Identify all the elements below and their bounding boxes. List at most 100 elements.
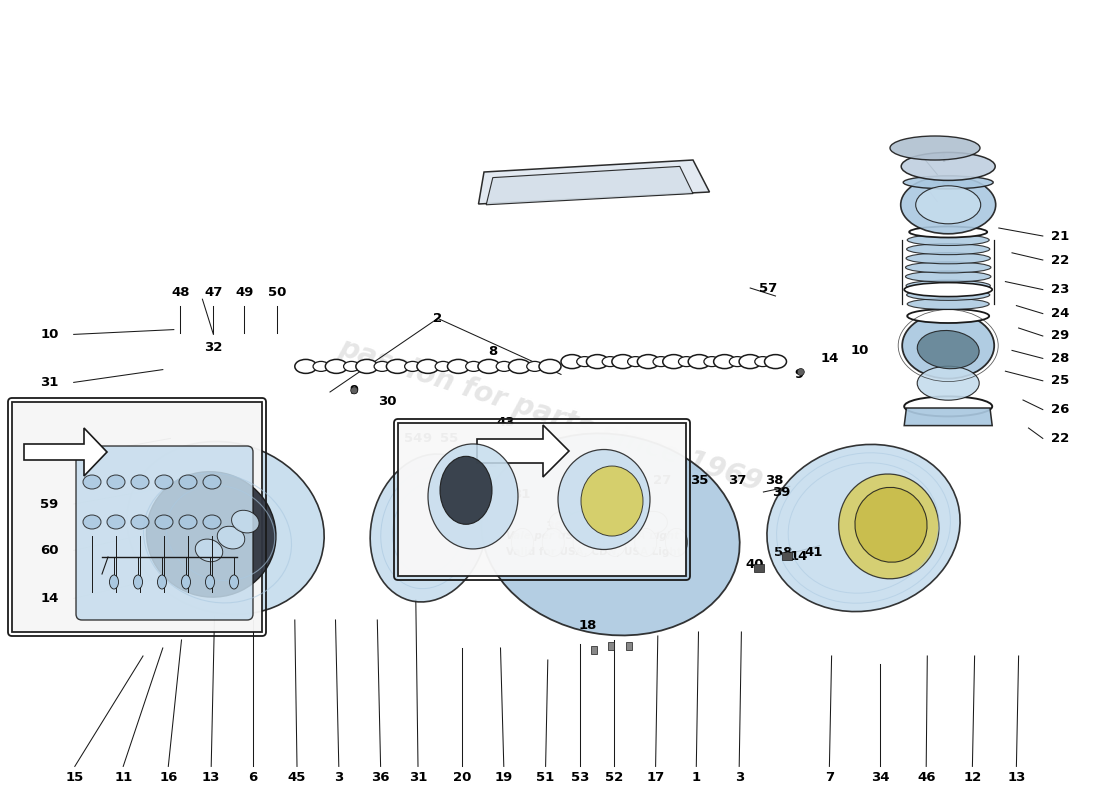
Ellipse shape [838, 474, 939, 578]
Ellipse shape [179, 475, 197, 489]
Ellipse shape [440, 456, 492, 524]
Ellipse shape [568, 511, 595, 534]
Ellipse shape [561, 354, 583, 369]
Ellipse shape [155, 515, 173, 529]
Text: 23: 23 [1052, 283, 1069, 296]
Ellipse shape [496, 362, 513, 371]
Ellipse shape [428, 444, 518, 549]
Ellipse shape [436, 362, 451, 371]
Ellipse shape [417, 359, 439, 374]
Ellipse shape [155, 475, 173, 489]
Ellipse shape [126, 442, 324, 614]
Text: 31: 31 [409, 771, 427, 784]
Ellipse shape [637, 354, 659, 369]
Ellipse shape [182, 575, 190, 589]
Text: 17: 17 [647, 771, 664, 784]
Text: 26: 26 [1052, 403, 1069, 416]
Polygon shape [477, 425, 569, 477]
Text: 35: 35 [691, 474, 708, 486]
Ellipse shape [573, 529, 595, 557]
Ellipse shape [386, 359, 408, 374]
Text: 40: 40 [746, 558, 763, 570]
Ellipse shape [767, 445, 960, 611]
Ellipse shape [581, 466, 644, 536]
Text: 22: 22 [1052, 254, 1069, 266]
Ellipse shape [639, 511, 668, 534]
Ellipse shape [295, 359, 317, 374]
Text: 44: 44 [581, 474, 598, 486]
Ellipse shape [107, 475, 125, 489]
Ellipse shape [448, 359, 470, 374]
Bar [591, 646, 597, 654]
Text: 8: 8 [488, 346, 497, 358]
Ellipse shape [576, 357, 593, 366]
Ellipse shape [131, 515, 149, 529]
Text: 1: 1 [692, 771, 701, 784]
Text: 41: 41 [805, 546, 823, 558]
Ellipse shape [908, 298, 989, 310]
Ellipse shape [351, 387, 358, 394]
Ellipse shape [549, 511, 578, 534]
Text: 33: 33 [616, 474, 634, 486]
Ellipse shape [196, 539, 222, 562]
Ellipse shape [621, 511, 649, 534]
Ellipse shape [206, 575, 214, 589]
Text: 39: 39 [772, 486, 790, 498]
Text: Vale per USA, CDN, USA Light: Vale per USA, CDN, USA Light [506, 531, 679, 541]
Text: 56: 56 [933, 178, 950, 190]
Ellipse shape [371, 454, 487, 602]
Ellipse shape [917, 366, 979, 400]
Text: 14: 14 [41, 450, 58, 462]
Ellipse shape [602, 357, 618, 366]
Ellipse shape [855, 487, 927, 562]
Ellipse shape [232, 510, 258, 533]
Text: 32: 32 [205, 341, 222, 354]
Ellipse shape [586, 354, 608, 369]
Text: 30: 30 [378, 395, 396, 408]
Ellipse shape [908, 309, 989, 323]
Ellipse shape [110, 575, 119, 589]
Ellipse shape [204, 515, 221, 529]
Text: 27: 27 [653, 474, 671, 486]
Ellipse shape [910, 226, 987, 238]
Text: 14: 14 [790, 550, 807, 562]
Ellipse shape [82, 515, 101, 529]
Ellipse shape [218, 526, 244, 549]
Ellipse shape [662, 354, 684, 369]
Ellipse shape [179, 515, 197, 529]
Polygon shape [24, 428, 107, 476]
Text: 36: 36 [372, 771, 389, 784]
Ellipse shape [714, 354, 736, 369]
Polygon shape [478, 160, 710, 204]
Ellipse shape [890, 136, 980, 160]
Text: 57: 57 [759, 282, 777, 294]
Text: 37: 37 [728, 474, 746, 486]
Ellipse shape [107, 515, 125, 529]
Ellipse shape [539, 359, 561, 374]
Ellipse shape [230, 575, 239, 589]
Text: 14: 14 [41, 592, 58, 605]
Ellipse shape [653, 357, 669, 366]
Ellipse shape [729, 357, 746, 366]
Ellipse shape [542, 529, 564, 557]
Polygon shape [486, 166, 693, 205]
Text: 20: 20 [453, 771, 471, 784]
Ellipse shape [902, 313, 994, 378]
Bar [398, 423, 686, 576]
Text: 2: 2 [433, 312, 442, 325]
Text: 15: 15 [66, 771, 84, 784]
Text: 6: 6 [249, 771, 257, 784]
Text: 14: 14 [821, 352, 838, 365]
Ellipse shape [906, 244, 990, 254]
Ellipse shape [908, 234, 989, 246]
Polygon shape [904, 408, 992, 426]
Text: 29: 29 [1052, 330, 1069, 342]
Text: 28: 28 [1052, 352, 1069, 365]
Text: 9: 9 [422, 432, 431, 445]
Ellipse shape [764, 354, 786, 369]
Text: 10: 10 [851, 344, 869, 357]
Ellipse shape [326, 359, 348, 374]
Text: 55: 55 [440, 432, 458, 445]
Text: 54: 54 [405, 432, 422, 445]
Text: 13: 13 [1008, 771, 1025, 784]
